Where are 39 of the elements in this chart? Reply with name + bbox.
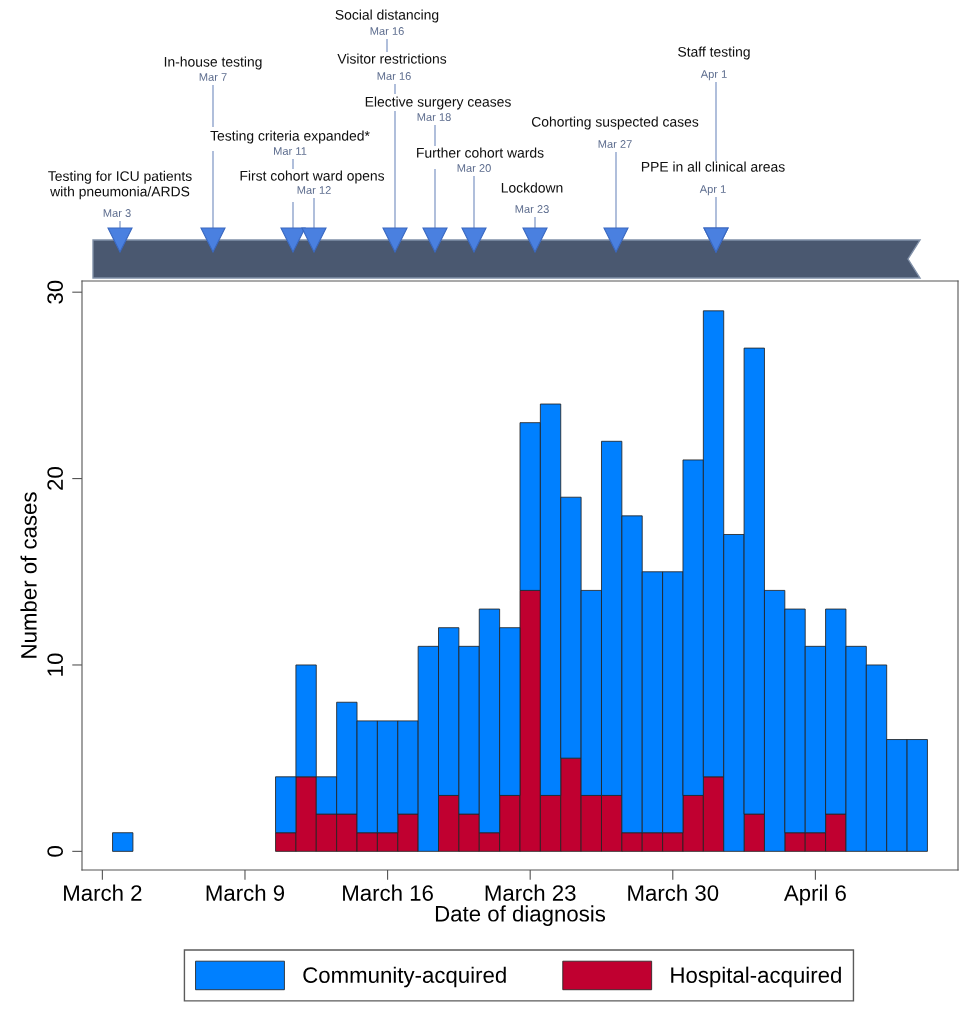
- text: Mar 16: [370, 27, 404, 35]
- text: First cohort ward opens: [240, 170, 385, 184]
- text: Social distancing: [335, 9, 439, 23]
- bar: [112, 832, 134, 852]
- text: Further cohort wards: [417, 147, 544, 158]
- text: Testing criteria expanded*: [210, 130, 370, 144]
- text: Mar 20: [457, 164, 491, 172]
- text: Mar 7: [199, 73, 227, 81]
- text: Staff testing: [678, 46, 750, 60]
- x-tick-label: March 9: [206, 884, 285, 901]
- legend-label: Community-acquired: [303, 966, 506, 988]
- x-axis-title: Date of diagnosis: [435, 905, 606, 927]
- y-axis-title: Number of cases: [20, 492, 37, 658]
- y-tick-label: 20: [47, 467, 64, 490]
- text: Elective surgery ceases: [365, 96, 511, 110]
- text: Lockdown: [501, 182, 563, 193]
- x-tick-label: March 30: [628, 884, 719, 901]
- text: In-house testing: [164, 56, 262, 70]
- text: Testing for ICU patients with pneumonia/ARDS: [48, 170, 192, 200]
- x-tick-label: April 6: [783, 884, 846, 906]
- text: Mar 23: [515, 205, 549, 213]
- legend-label: Hospital-acquired: [671, 966, 841, 988]
- text: Mar 18: [417, 113, 451, 121]
- y-tick-label: 0: [47, 846, 64, 857]
- y-tick-label: 10: [47, 653, 64, 676]
- y-tick-label: 30: [47, 280, 64, 304]
- text: Cohorting suspected cases: [531, 116, 699, 130]
- text: Apr 1: [700, 70, 727, 81]
- text: Mar 27: [598, 140, 632, 148]
- text: Visitor restrictions: [337, 53, 447, 64]
- text: Mar 12: [297, 186, 331, 194]
- text: Mar 3: [103, 209, 131, 217]
- text: Mar 11: [274, 147, 307, 155]
- text: PPE in all clinical areas: [641, 161, 785, 172]
- x-tick-label: March 2: [64, 884, 142, 901]
- x-tick-label: March 23: [485, 884, 576, 901]
- text: Mar 16: [377, 72, 411, 80]
- x-tick-label: March 16: [343, 884, 433, 901]
- text: Apr 1: [699, 185, 726, 196]
